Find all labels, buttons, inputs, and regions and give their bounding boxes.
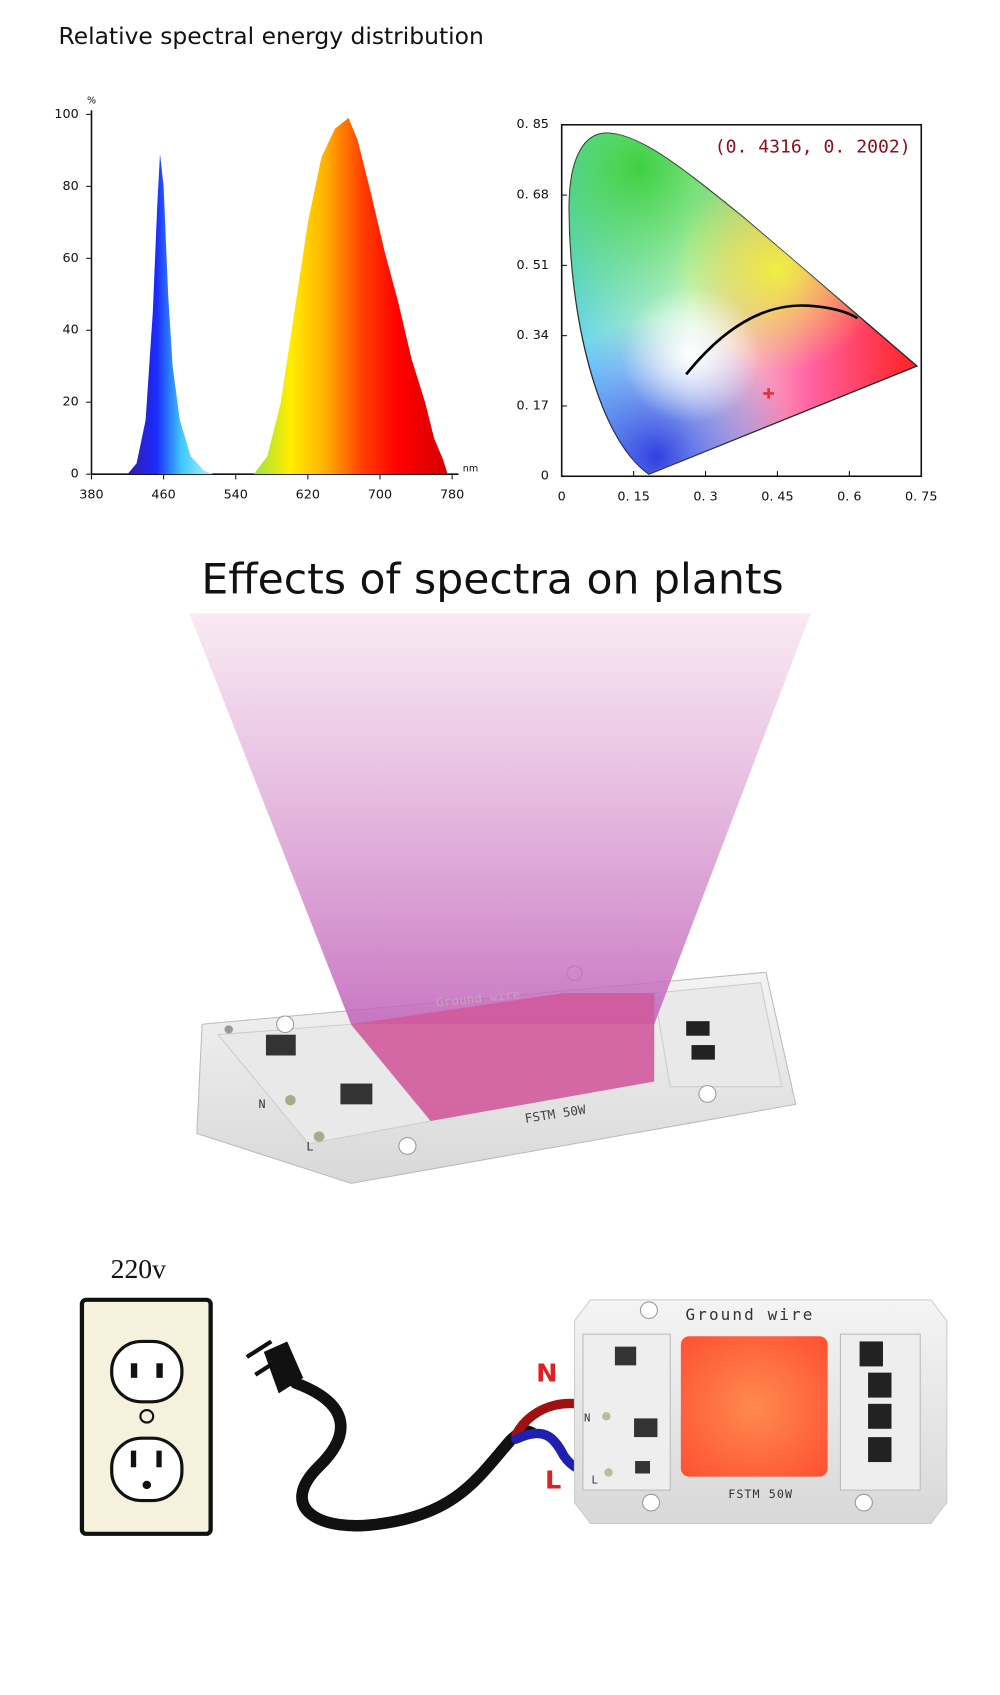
voltage: 220v	[111, 1254, 167, 1284]
x-tick-label: 0. 45	[761, 489, 793, 504]
x-tick-label: 620	[296, 487, 320, 502]
page-title: Relative spectral energy distribution	[59, 24, 484, 50]
chip-model: FSTM 50W	[728, 1487, 793, 1501]
chip-ground-label: Ground wire	[685, 1305, 814, 1324]
x-tick-label: 460	[151, 487, 175, 502]
chart: 380 460 540 620 700 780 0 20 40 60 80 100 nm%	[54, 95, 478, 501]
y-tick-label: 0. 85	[516, 116, 548, 131]
y-tick-label: 0	[71, 466, 79, 481]
y-tick-label: 20	[62, 394, 78, 409]
plot-frame	[560, 124, 923, 478]
chip-n: N	[584, 1412, 590, 1424]
spectrum-area	[127, 117, 448, 475]
y-tick-label: 0. 17	[516, 398, 548, 413]
l-wire-label: L	[545, 1466, 561, 1495]
section-title: Effects of spectra on plants	[201, 555, 783, 603]
y-axis-label: %	[87, 95, 96, 106]
x-tick-label: 0. 3	[693, 489, 717, 504]
x-tick-label: 540	[224, 487, 248, 502]
annotation: (0. 4316, 0. 2002)	[715, 137, 911, 158]
x-tick-label: 780	[440, 487, 464, 502]
y-tick-label: 0. 68	[516, 187, 548, 202]
x-tick-label: 0. 15	[617, 489, 649, 504]
y-tick-label: 0. 51	[516, 257, 548, 272]
y-tick-label: 80	[62, 178, 78, 193]
chip-l: L	[591, 1475, 597, 1487]
chart: 0 0. 15 0. 3 0. 45 0. 6 0. 75 0 0. 17 0. 34 0. 51…	[516, 116, 937, 503]
y-tick-label: 0. 34	[516, 327, 548, 342]
chip-l: L	[306, 1140, 313, 1154]
y-tick-label: 100	[54, 106, 78, 121]
point	[763, 388, 774, 399]
n-wire-label: N	[536, 1359, 557, 1388]
x-tick-label: 380	[79, 487, 103, 502]
top-chip: Ground wire FSTM 50W N L	[189, 613, 811, 1184]
x-tick-label: 0. 6	[837, 489, 861, 504]
y-tick-label: 60	[62, 250, 78, 265]
x-axis-label: nm	[463, 464, 478, 475]
x-tick-label: 0	[558, 489, 566, 504]
y-tick-label: 0	[541, 468, 549, 483]
wiring: 220v N L Ground wire FSTM 50W N L	[79, 1254, 948, 1536]
x-tick-label: 700	[368, 487, 392, 502]
y-tick-label: 40	[62, 322, 78, 337]
chip-n: N	[259, 1097, 266, 1111]
cie-diagram	[568, 132, 919, 475]
x-tick-label: 0. 75	[905, 489, 937, 504]
